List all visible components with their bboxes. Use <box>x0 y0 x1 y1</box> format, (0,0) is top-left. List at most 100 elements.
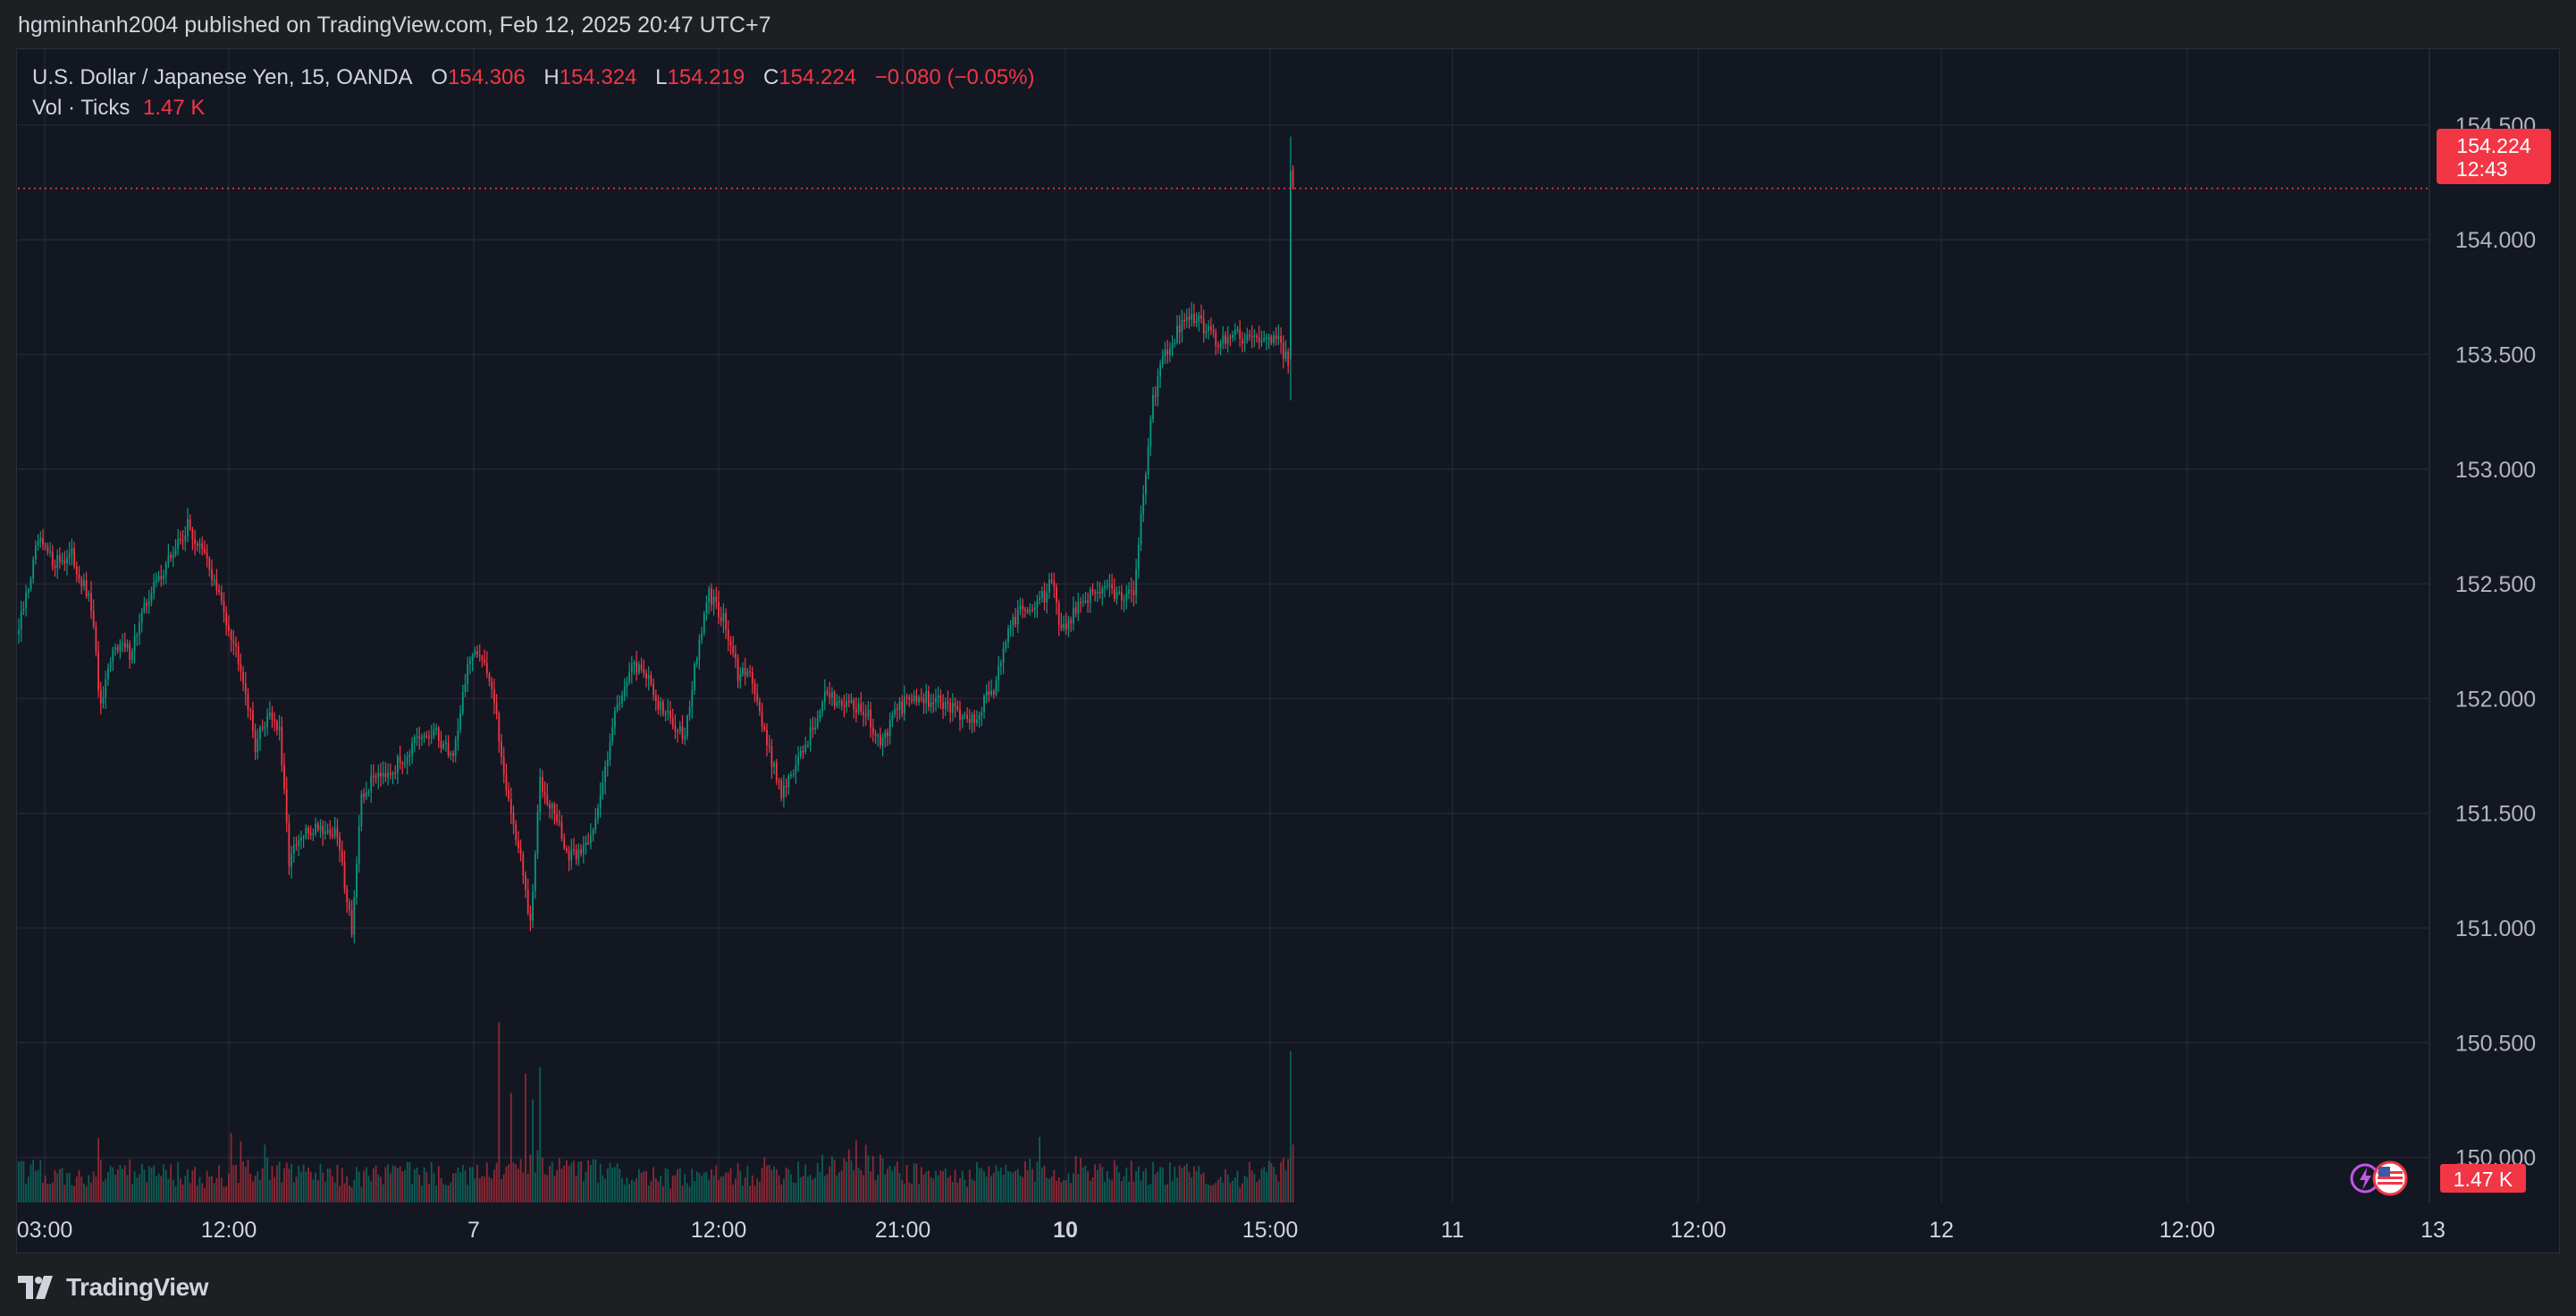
volume-badge: 1.47 K <box>2440 1164 2526 1193</box>
candle-body <box>694 663 695 690</box>
volume-bar <box>322 1172 324 1202</box>
candle-body <box>812 727 814 730</box>
candle-body <box>746 671 749 676</box>
candle-body <box>787 775 790 788</box>
volume-bar <box>114 1175 116 1202</box>
volume-bar <box>981 1168 983 1202</box>
candle-body <box>674 725 677 731</box>
candle-body <box>1145 474 1147 495</box>
volume-bar <box>1101 1167 1104 1202</box>
us-flag-icon[interactable] <box>2372 1160 2408 1196</box>
candle-body <box>1161 356 1164 366</box>
volume-bar <box>532 1099 534 1202</box>
candle-body <box>840 700 843 705</box>
candle-body <box>711 587 712 605</box>
candle-body <box>278 727 281 730</box>
candle-body <box>1195 321 1198 324</box>
y-tick-label: 150.500 <box>2455 1031 2536 1056</box>
candle-body <box>654 695 657 702</box>
volume-bar <box>703 1172 705 1202</box>
volume-bar <box>365 1167 367 1202</box>
candle-body <box>433 729 435 737</box>
candle-body <box>1077 602 1080 614</box>
candle-body <box>44 544 46 547</box>
candle-body <box>109 662 112 669</box>
candle-body <box>365 792 367 797</box>
candle-body <box>1290 171 1292 359</box>
volume-bar <box>122 1168 123 1202</box>
volume-bar <box>232 1165 235 1202</box>
candle-body <box>722 612 725 622</box>
candle-body <box>1043 591 1046 603</box>
candle-body <box>1166 349 1169 355</box>
volume-bar <box>780 1185 783 1202</box>
volume-bar <box>1094 1164 1097 1202</box>
event-icons[interactable] <box>2350 1160 2408 1196</box>
candle-body <box>413 737 416 744</box>
candle-body <box>833 691 836 706</box>
volume-bar <box>1108 1178 1111 1202</box>
volume-bar <box>172 1179 174 1202</box>
volume-label[interactable]: Vol · Ticks <box>32 96 130 120</box>
volume-bar <box>1016 1168 1019 1202</box>
candle-body <box>139 622 140 636</box>
candle-body <box>725 612 727 630</box>
volume-bar <box>1063 1179 1065 1202</box>
time-axis[interactable]: 03:00 12:00 7 12:00 21:00 10 15:00 11 12:00 12 12:… <box>17 1218 2446 1243</box>
tradingview-logo-icon[interactable] <box>18 1276 57 1299</box>
volume-bar <box>411 1184 413 1202</box>
volume-bar <box>922 1174 925 1202</box>
volume-bar <box>160 1176 163 1202</box>
volume-bar <box>206 1170 208 1202</box>
volume-bar <box>1033 1181 1036 1202</box>
open-value: 154.306 <box>447 65 526 89</box>
candle-body <box>749 671 751 673</box>
candle-body <box>196 544 198 546</box>
candle-body <box>1200 315 1202 319</box>
candle-body <box>300 837 302 841</box>
volume-bar <box>698 1173 701 1202</box>
volume-bar <box>551 1161 553 1202</box>
candle-body <box>373 775 375 777</box>
candle-body <box>915 695 918 703</box>
tradingview-brand[interactable]: TradingView <box>66 1273 208 1301</box>
candle-body <box>829 693 831 697</box>
candle-body <box>580 848 582 854</box>
volume-bar <box>27 1177 29 1202</box>
volume-bar <box>831 1156 833 1202</box>
chart-frame[interactable] <box>16 48 2560 1253</box>
x-tick-label: 13 <box>2420 1218 2446 1243</box>
candle-body <box>638 664 640 673</box>
volume-bar <box>1152 1161 1154 1202</box>
volume-bar <box>88 1175 90 1202</box>
volume-bar <box>261 1168 264 1202</box>
candle-body <box>1128 589 1130 594</box>
volume-bar <box>553 1176 556 1202</box>
candle-body <box>1073 607 1074 624</box>
volume-bar <box>1002 1174 1005 1202</box>
volume-bar <box>874 1180 877 1202</box>
volume-bar <box>491 1178 493 1202</box>
candle-body <box>594 818 597 830</box>
candle-body <box>1215 332 1217 346</box>
volume-bar <box>737 1163 739 1202</box>
candle-body <box>1108 585 1111 586</box>
volume-bar <box>295 1177 298 1202</box>
volume-bar <box>225 1185 228 1202</box>
candle-body <box>63 560 66 564</box>
candle-body <box>464 683 467 692</box>
candle-body <box>949 703 952 713</box>
volume-bar <box>609 1162 611 1202</box>
candle-body <box>73 548 75 567</box>
candle-body <box>956 705 959 710</box>
candle-body <box>1104 586 1106 589</box>
volume-bar <box>484 1177 485 1202</box>
candle-body <box>220 592 223 602</box>
volume-bar <box>602 1175 604 1202</box>
symbol-title[interactable]: U.S. Dollar / Japanese Yen, 15, OANDA <box>32 65 413 89</box>
volume-bar <box>177 1161 180 1202</box>
volume-bar <box>838 1172 840 1202</box>
volume-bar <box>536 1150 539 1202</box>
price-axis[interactable]: 154.500154.000153.500153.000152.500152.0… <box>2429 49 2536 1202</box>
